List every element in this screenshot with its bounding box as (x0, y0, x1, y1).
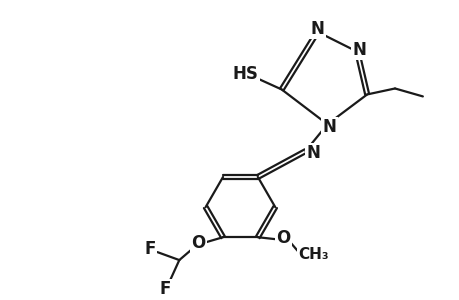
Text: N: N (352, 41, 365, 59)
Text: N: N (306, 144, 320, 162)
Text: N: N (310, 20, 324, 38)
Text: O: O (190, 234, 205, 252)
Text: O: O (276, 229, 290, 247)
Text: F: F (145, 240, 156, 258)
Text: F: F (159, 280, 171, 298)
Text: N: N (322, 118, 336, 136)
Text: CH₃: CH₃ (297, 247, 328, 262)
Text: HS: HS (232, 64, 258, 82)
